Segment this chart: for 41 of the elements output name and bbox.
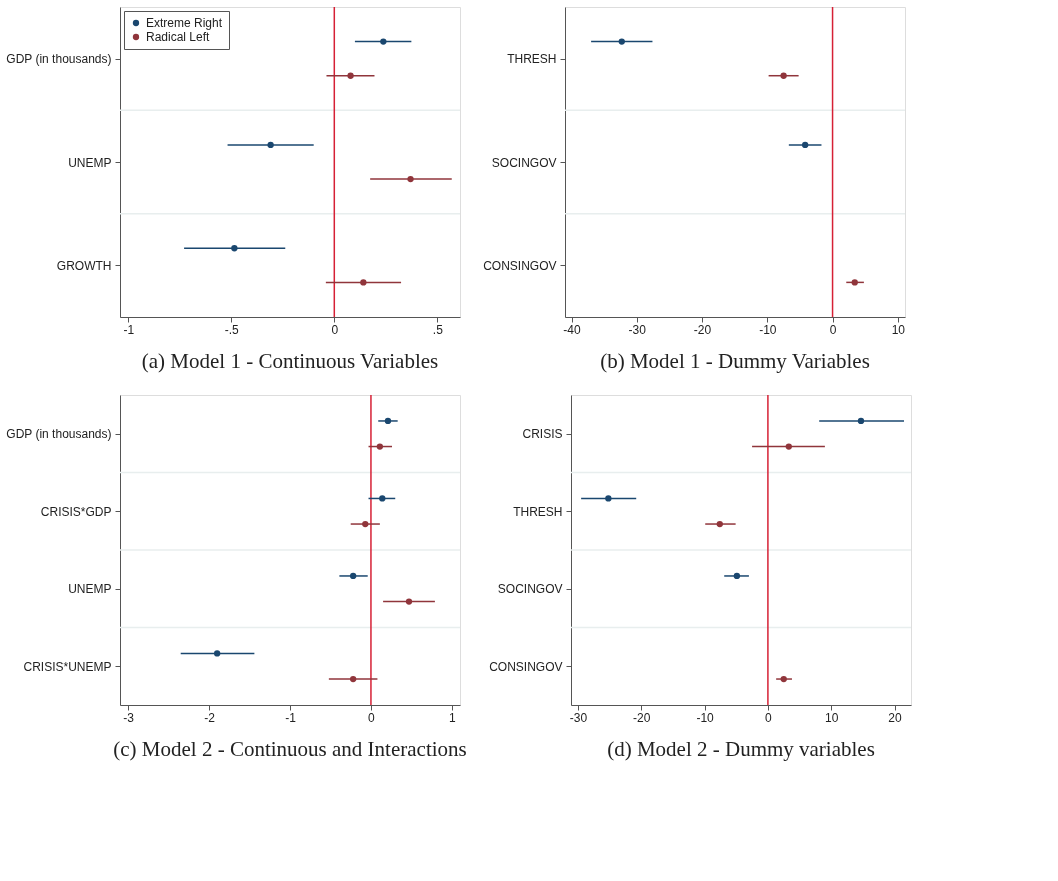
x-tick-label: -1 (123, 322, 135, 337)
x-tick-label: .5 (432, 322, 444, 337)
x-tick-label: -30 (569, 710, 588, 725)
x-tick-label: -20 (693, 322, 712, 337)
x-tick-label: -3 (123, 710, 135, 725)
x-tick-label: 0 (829, 322, 837, 337)
legend-label: Extreme Right (146, 16, 223, 30)
y-tick-label: UNEMP (68, 155, 112, 170)
y-tick-label: THRESH (507, 52, 557, 67)
x-tick-label: 0 (331, 322, 339, 337)
y-tick-label: CONSINGOV (489, 659, 563, 674)
x-tick-label: 0 (765, 710, 773, 725)
y-tick-label: SOCINGOV (497, 582, 563, 597)
y-tick-label: CRISIS*UNEMP (23, 659, 112, 674)
y-tick-label: SOCINGOV (491, 155, 557, 170)
x-tick-label: -20 (633, 710, 651, 725)
x-tick-label: 0 (368, 710, 376, 725)
text: (d) Model 2 - Dummy variables (607, 737, 875, 761)
text: (b) Model 1 - Dummy Variables (600, 349, 870, 373)
y-tick-label: GDP (in thousands) (6, 52, 112, 67)
x-tick-label: -10 (759, 322, 777, 337)
y-tick-label: CONSINGOV (483, 258, 557, 273)
x-tick-label: -40 (563, 322, 582, 337)
x-tick-label: -10 (696, 710, 715, 725)
x-tick-label: 10 (825, 710, 839, 725)
x-tick-label: -.5 (224, 322, 240, 337)
y-tick-label: GROWTH (56, 258, 112, 273)
text: (a) Model 1 - Continuous Variables (141, 349, 439, 373)
legend-label: Radical Left (146, 30, 211, 44)
x-tick-label: -1 (285, 710, 297, 725)
y-tick-label: UNEMP (68, 582, 112, 597)
y-tick-label: CRISIS*GDP (40, 504, 112, 519)
x-tick-label: -30 (628, 322, 647, 337)
x-tick-label: 1 (449, 710, 457, 725)
y-tick-label: THRESH (513, 504, 563, 519)
text: (c) Model 2 - Continuous and Interactions (113, 737, 467, 761)
y-tick-label: GDP (in thousands) (6, 427, 112, 442)
x-tick-label: -2 (204, 710, 216, 725)
y-tick-label: CRISIS (522, 427, 563, 442)
x-tick-label: 20 (888, 710, 903, 725)
x-tick-label: 10 (891, 322, 906, 337)
